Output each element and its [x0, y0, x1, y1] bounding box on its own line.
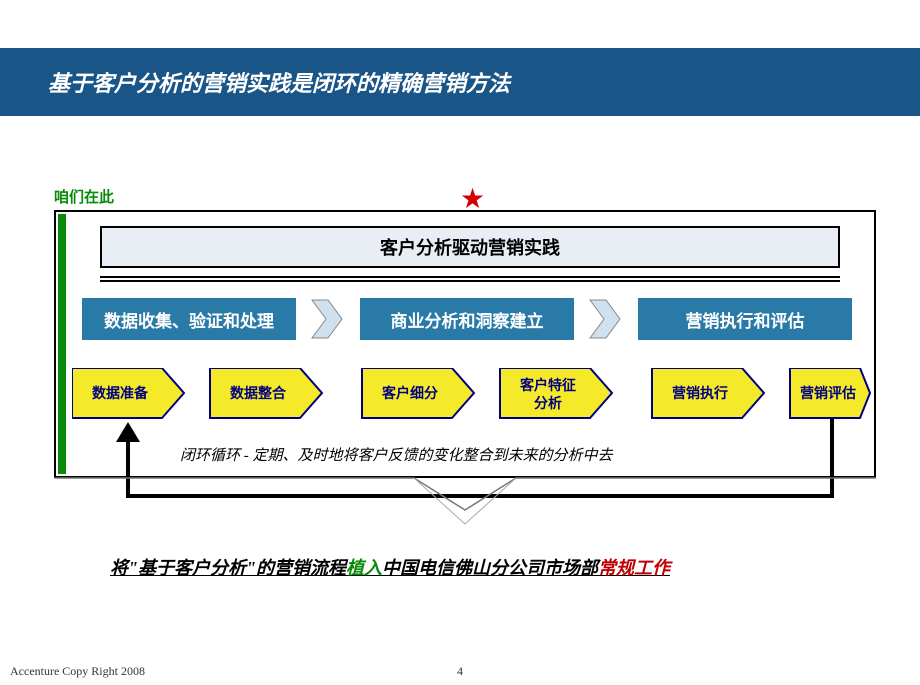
svg-text:营销执行: 营销执行: [672, 385, 728, 402]
feedback-caption: 闭环循环 - 定期、及时地将客户反馈的变化整合到未来的分析中去: [180, 444, 613, 465]
stage-2-label: 商业分析和洞察建立: [391, 307, 544, 332]
green-bar: [58, 214, 66, 474]
stage-3-label: 营销执行和评估: [686, 307, 805, 332]
step-2: 数据整合: [210, 368, 322, 418]
page-number: 4: [0, 664, 920, 679]
step-1: 数据准备: [72, 368, 184, 418]
svg-text:营销评估: 营销评估: [800, 385, 856, 402]
svg-text:客户特征: 客户特征: [519, 377, 576, 394]
big-box: 客户分析驱动营销实践: [100, 226, 840, 268]
conclusion-pre: 将"基于客户分析"的营销流程: [110, 558, 346, 578]
svg-text:数据整合: 数据整合: [230, 385, 287, 402]
stage-1-label: 数据收集、验证和处理: [104, 307, 274, 332]
slide-title: 基于客户分析的营销实践是闭环的精确营销方法: [48, 66, 510, 98]
title-band: 基于客户分析的营销实践是闭环的精确营销方法: [0, 48, 920, 116]
connector-notch: [54, 476, 876, 556]
step-5: 营销执行: [652, 368, 764, 418]
stage-chevron-1: [308, 296, 348, 342]
stage-3: 营销执行和评估: [636, 296, 854, 342]
svg-text:客户细分: 客户细分: [381, 385, 438, 402]
stage-1: 数据收集、验证和处理: [80, 296, 298, 342]
step-4: 客户特征分析: [500, 368, 612, 418]
conclusion-mid: 中国电信佛山分公司市场部: [382, 558, 598, 578]
stage-2: 商业分析和洞察建立: [358, 296, 576, 342]
svg-text:数据准备: 数据准备: [92, 385, 149, 402]
big-box-label: 客户分析驱动营销实践: [380, 234, 560, 260]
conclusion-line: 将"基于客户分析"的营销流程植入中国电信佛山分公司市场部常规工作: [110, 554, 670, 580]
step-3: 客户细分: [362, 368, 474, 418]
conclusion-hl2: 常规工作: [598, 558, 670, 578]
svg-text:分析: 分析: [534, 395, 562, 412]
step-6: 营销评估: [790, 368, 870, 418]
stage-chevron-2: [586, 296, 626, 342]
green-note: 咱们在此: [54, 186, 114, 207]
conclusion-hl1: 植入: [346, 558, 382, 578]
double-line: [100, 276, 840, 282]
